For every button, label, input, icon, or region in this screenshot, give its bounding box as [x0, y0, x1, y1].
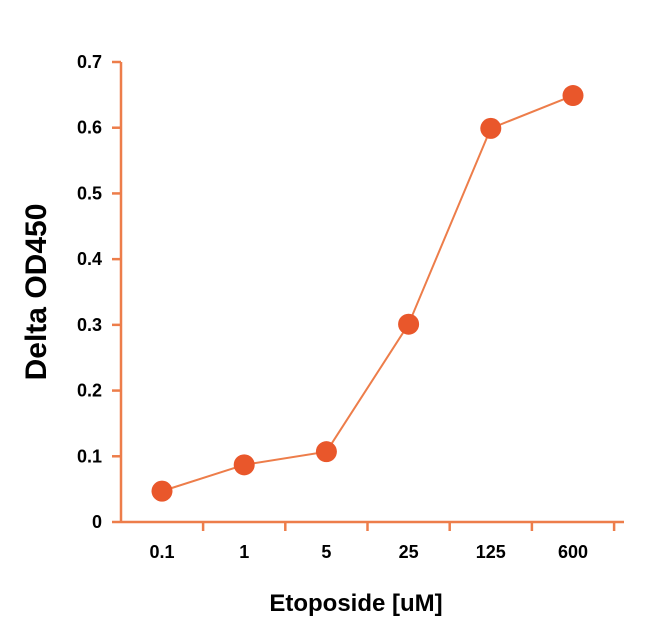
y-axis-title: Delta OD450: [20, 204, 53, 381]
data-series: [151, 85, 584, 502]
series-line: [161, 94, 574, 493]
y-axis-ticks: 0 0.1 0.2 0.3 0.4 0.5 0.6 0.7: [77, 52, 121, 532]
y-tick-label: 0: [92, 512, 102, 532]
data-point: [480, 117, 502, 139]
y-tick-label: 0.1: [77, 446, 102, 466]
y-tick-label: 0.4: [77, 249, 102, 269]
y-tick-label: 0.7: [77, 52, 102, 72]
axes: [119, 62, 624, 524]
data-point: [315, 441, 337, 463]
x-tick-label: 1: [239, 542, 249, 562]
y-tick-label: 0.3: [77, 315, 102, 335]
data-point: [398, 313, 420, 335]
x-axis-ticks: 0.1 1 5 25 125 600: [149, 522, 616, 562]
x-axis-title: Etoposide [uM]: [269, 590, 442, 617]
y-tick-label: 0.5: [77, 183, 102, 203]
x-tick-label: 125: [476, 542, 506, 562]
x-tick-label: 0.1: [149, 542, 174, 562]
x-tick-label: 5: [321, 542, 331, 562]
data-point: [233, 454, 255, 476]
y-tick-label: 0.6: [77, 118, 102, 138]
data-point: [151, 480, 173, 502]
x-tick-label: 25: [399, 542, 419, 562]
data-point: [562, 85, 584, 107]
x-tick-label: 600: [558, 542, 588, 562]
y-tick-label: 0.2: [77, 381, 102, 401]
